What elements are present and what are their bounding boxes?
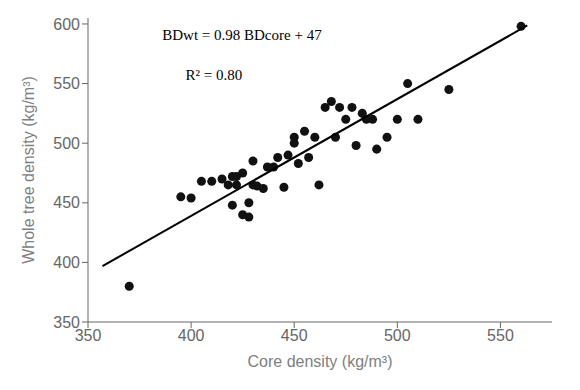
html-text:BDwt = 0.98 BDcore + 47: BDwt = 0.98 BDcore + 47 xyxy=(162,27,322,44)
svg-text:550: 550 xyxy=(53,75,80,92)
svg-text:600: 600 xyxy=(53,16,80,33)
svg-text:500: 500 xyxy=(53,135,80,152)
html-text:R² = 0.80: R² = 0.80 xyxy=(185,66,243,83)
svg-text:350: 350 xyxy=(74,327,102,345)
svg-text:400: 400 xyxy=(53,254,80,271)
svg-text:400: 400 xyxy=(178,327,205,344)
svg-text:350: 350 xyxy=(53,314,80,331)
svg-text:500: 500 xyxy=(384,327,411,344)
svg-text:450: 450 xyxy=(281,327,308,344)
svg-text:Whole tree density (kg/m³): Whole tree density (kg/m³) xyxy=(20,76,37,264)
svg-text:550: 550 xyxy=(487,327,514,344)
svg-text:450: 450 xyxy=(53,194,80,211)
svg-text:Core density (kg/m³): Core density (kg/m³) xyxy=(248,353,393,370)
